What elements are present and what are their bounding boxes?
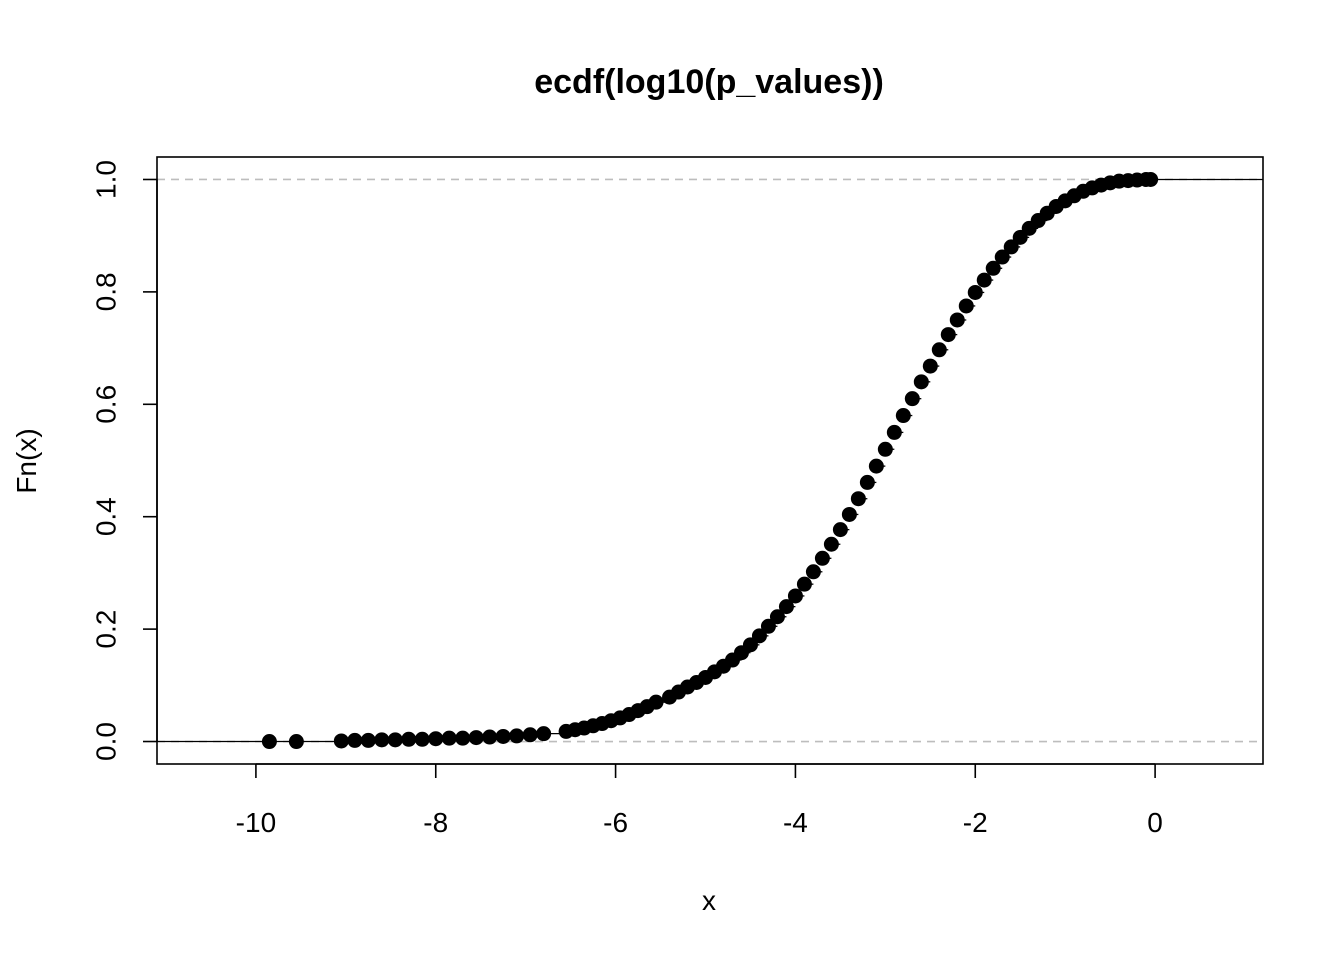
data-point: [778, 599, 794, 615]
data-point: [760, 618, 776, 634]
data-point: [441, 730, 457, 746]
data-point: [347, 732, 363, 748]
x-tick-label: -6: [603, 807, 628, 838]
data-point: [787, 588, 803, 604]
reference-lines: [157, 178, 1263, 743]
x-tick-label: -2: [963, 807, 988, 838]
data-point: [360, 732, 376, 748]
y-tick-label: 0.0: [90, 722, 121, 761]
data-point: [796, 576, 812, 592]
data-point: [769, 609, 785, 625]
data-point: [841, 506, 857, 522]
data-point: [288, 734, 304, 750]
data-point: [333, 733, 349, 749]
y-tick-label: 0.2: [90, 610, 121, 649]
data-point: [648, 694, 664, 710]
data-point: [868, 458, 884, 474]
data-point: [931, 342, 947, 358]
data-point: [522, 727, 538, 743]
data-point: [387, 732, 403, 748]
data-point: [922, 358, 938, 374]
data-point: [832, 522, 848, 538]
data-point: [994, 249, 1010, 265]
data-point: [374, 732, 390, 748]
data-point: [751, 628, 767, 644]
data-point: [482, 729, 498, 745]
data-point: [495, 728, 511, 744]
y-tick-label: 1.0: [90, 160, 121, 199]
data-point: [967, 284, 983, 300]
x-tick-label: -10: [236, 807, 276, 838]
y-tick-label: 0.6: [90, 385, 121, 424]
y-tick-label: 0.8: [90, 272, 121, 311]
data-point: [940, 327, 956, 343]
data-point: [823, 536, 839, 552]
x-tick-label: -4: [783, 807, 808, 838]
data-point: [958, 298, 974, 314]
x-tick-label: -8: [423, 807, 448, 838]
data-point: [1143, 171, 1159, 187]
data-point: [913, 374, 929, 390]
ecdf-step-lines: [157, 178, 1263, 743]
data-point: [895, 408, 911, 424]
chart-title: ecdf(log10(p_values)): [534, 63, 884, 101]
data-point: [985, 260, 1001, 276]
y-tick-label: 0.4: [90, 497, 121, 536]
data-point: [509, 728, 525, 744]
data-point: [877, 441, 893, 457]
data-point: [886, 424, 902, 440]
data-point: [805, 564, 821, 580]
x-axis: -10 -8 -6 -4 -2 0: [236, 763, 1163, 838]
x-axis-label: x: [702, 885, 716, 916]
data-point: [850, 491, 866, 507]
data-point: [976, 272, 992, 288]
data-point: [261, 734, 277, 750]
y-axis-label: Fn(x): [11, 428, 42, 493]
ecdf-points: [261, 171, 1159, 750]
x-tick-label: 0: [1147, 807, 1163, 838]
data-point: [414, 731, 430, 747]
data-point: [455, 730, 471, 746]
data-point: [859, 474, 875, 490]
data-point: [1003, 239, 1019, 255]
data-point: [949, 312, 965, 328]
data-point: [401, 731, 417, 747]
data-point: [428, 731, 444, 747]
data-point: [536, 726, 552, 742]
data-point: [904, 391, 920, 407]
data-point: [468, 730, 484, 746]
y-axis: 0.0 0.2 0.4 0.6 0.8 1.0: [90, 160, 158, 761]
data-point: [814, 550, 830, 566]
